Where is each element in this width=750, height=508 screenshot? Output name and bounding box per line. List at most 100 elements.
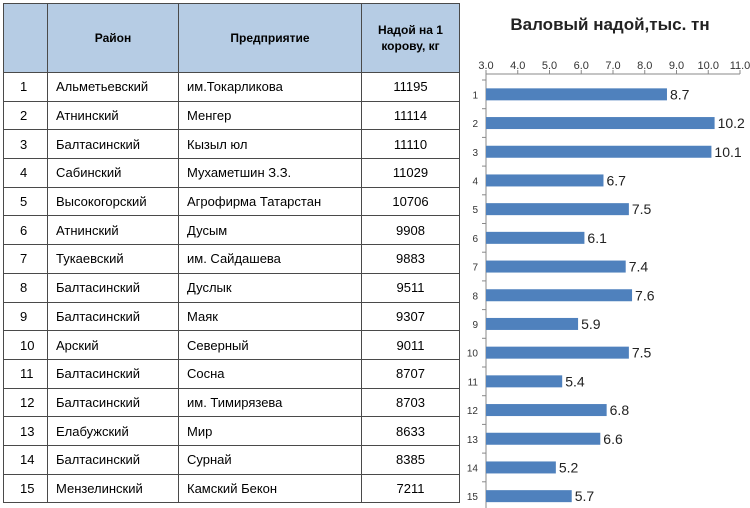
milk-yield-cell: 9908 xyxy=(361,215,460,246)
table-row: 12 Балтасинский им. Тимирязева 8703 xyxy=(3,387,460,418)
district-cell: Высокогорский xyxy=(47,186,179,217)
data-label: 7.5 xyxy=(632,201,652,217)
data-label: 7.5 xyxy=(632,345,652,361)
district-cell: Балтасинский xyxy=(47,272,179,303)
header-district: Район xyxy=(47,3,179,73)
table-row: 6 Атнинский Дусым 9908 xyxy=(3,215,460,246)
y-tick-label: 15 xyxy=(467,492,479,503)
table-row: 9 Балтасинский Маяк 9307 xyxy=(3,301,460,332)
row-number: 15 xyxy=(3,473,48,504)
district-cell: Балтасинский xyxy=(47,444,179,475)
data-label: 10.1 xyxy=(714,144,741,160)
enterprise-cell: им. Сайдашева xyxy=(178,244,362,274)
y-tick-label: 13 xyxy=(467,435,479,446)
table-row: 3 Балтасинский Кызыл юл 11110 xyxy=(3,129,460,160)
bar xyxy=(486,432,601,445)
enterprise-cell: Дусым xyxy=(178,215,362,246)
row-number: 2 xyxy=(3,100,48,131)
district-cell: Балтасинский xyxy=(47,301,179,332)
y-tick-label: 5 xyxy=(472,205,478,216)
row-number: 10 xyxy=(3,330,48,360)
data-label: 10.2 xyxy=(718,115,745,131)
row-number: 8 xyxy=(3,272,48,303)
milk-yield-cell: 9883 xyxy=(361,244,460,274)
row-number: 4 xyxy=(3,158,48,188)
x-tick-label: 7.0 xyxy=(605,60,620,72)
data-label: 6.1 xyxy=(587,230,607,246)
milk-yield-cell: 11110 xyxy=(361,129,460,160)
milk-yield-cell: 8707 xyxy=(361,358,460,389)
enterprise-cell: Северный xyxy=(178,330,362,360)
bar xyxy=(486,490,572,503)
milk-yield-cell: 11029 xyxy=(361,158,460,188)
y-tick-label: 4 xyxy=(472,176,478,187)
enterprise-cell: Сурнай xyxy=(178,444,362,475)
enterprise-cell: Дуслык xyxy=(178,272,362,303)
table-row: 10 Арский Северный 9011 xyxy=(3,330,460,360)
bar xyxy=(486,346,629,359)
row-number: 5 xyxy=(3,186,48,217)
header-enterprise: Предприятие xyxy=(178,3,362,73)
district-cell: Мензелинский xyxy=(47,473,179,504)
x-tick-label: 9.0 xyxy=(669,60,684,72)
milk-yield-cell: 10706 xyxy=(361,186,460,217)
y-tick-label: 6 xyxy=(472,234,478,245)
bar xyxy=(486,260,626,273)
y-tick-label: 10 xyxy=(467,349,479,360)
bars: 8.7 10.2 10.1 6.7 7.5 6.1 7.4 7.6 5.9 7.5 5.4 6.8 6.… xyxy=(486,86,745,504)
enterprise-cell: Мухаметшин З.З. xyxy=(178,158,362,188)
table-row: 14 Балтасинский Сурнай 8385 xyxy=(3,444,460,475)
enterprise-cell: Камский Бекон xyxy=(178,473,362,504)
district-cell: Сабинский xyxy=(47,158,179,188)
district-cell: Арский xyxy=(47,330,179,360)
bar xyxy=(486,203,629,216)
row-number: 9 xyxy=(3,301,48,332)
bar xyxy=(486,231,585,244)
milk-yield-cell: 9307 xyxy=(361,301,460,332)
table-row: 8 Балтасинский Дуслык 9511 xyxy=(3,272,460,303)
bar xyxy=(486,174,604,187)
district-cell: Альметьевский xyxy=(47,72,179,102)
chart-title: Валовый надой,тыс. тн xyxy=(510,15,709,34)
x-tick-label: 3.0 xyxy=(478,60,493,72)
x-tick-label: 4.0 xyxy=(510,60,525,72)
table-row: 5 Высокогорский Агрофирма Татарстан 10706 xyxy=(3,186,460,217)
row-number: 12 xyxy=(3,387,48,418)
table-row: 2 Атнинский Менгер 11114 xyxy=(3,100,460,131)
enterprise-cell: Менгер xyxy=(178,100,362,131)
y-tick-label: 11 xyxy=(468,377,479,388)
milk-yield-cell: 9511 xyxy=(361,272,460,303)
x-axis: 3.0 4.0 5.0 6.0 7.0 8.0 9.0 10.0 11.012345678910… xyxy=(467,60,750,508)
x-tick-label: 6.0 xyxy=(574,60,589,72)
x-tick-label: 8.0 xyxy=(637,60,652,72)
bar xyxy=(486,88,667,101)
district-cell: Тукаевский xyxy=(47,244,179,274)
enterprise-cell: Сосна xyxy=(178,358,362,389)
y-tick-label: 3 xyxy=(472,148,478,159)
enterprise-cell: им. Тимирязева xyxy=(178,387,362,418)
milk-yield-bar-chart: Валовый надой,тыс. тн 3.0 4.0 5.0 6.0 7.0 8.0… xyxy=(467,15,750,508)
row-number: 11 xyxy=(3,358,48,389)
y-tick-label: 7 xyxy=(472,263,478,274)
bar xyxy=(486,289,633,302)
table-header-row: Район Предприятие Надой на 1 корову, кг xyxy=(3,3,460,73)
data-label: 7.4 xyxy=(629,259,649,275)
table-body: 1 Альметьевский им.Токарликова 11195 2 Атнинс… xyxy=(3,72,460,504)
milk-yield-cell: 9011 xyxy=(361,330,460,360)
district-cell: Атнинский xyxy=(47,215,179,246)
ranking-table: Район Предприятие Надой на 1 корову, кг … xyxy=(3,3,460,504)
table-row: 4 Сабинский Мухаметшин З.З. 11029 xyxy=(3,158,460,188)
bar xyxy=(486,375,563,388)
data-label: 5.2 xyxy=(559,459,579,475)
milk-yield-cell: 11114 xyxy=(361,100,460,131)
header-milk-yield: Надой на 1 корову, кг xyxy=(361,3,460,73)
row-number: 14 xyxy=(3,444,48,475)
bar xyxy=(486,317,579,330)
enterprise-cell: Агрофирма Татарстан xyxy=(178,186,362,217)
bar xyxy=(486,461,556,474)
table-row: 1 Альметьевский им.Токарликова 11195 xyxy=(3,72,460,102)
milk-yield-cell: 8633 xyxy=(361,416,460,446)
y-tick-label: 12 xyxy=(467,406,479,417)
header-number xyxy=(3,3,48,73)
milk-yield-cell: 11195 xyxy=(361,72,460,102)
